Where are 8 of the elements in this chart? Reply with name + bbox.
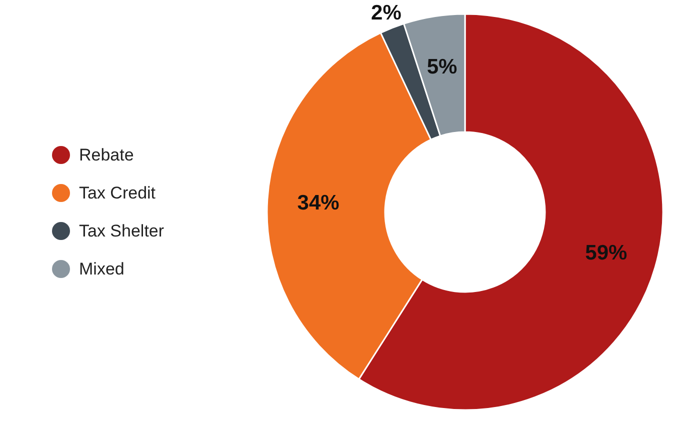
legend-label: Rebate (79, 146, 134, 164)
legend-label: Tax Shelter (79, 222, 164, 240)
data-label: 5% (426, 55, 458, 78)
data-label: 34% (297, 191, 340, 214)
legend-label: Tax Credit (79, 184, 156, 202)
legend-label: Mixed (79, 260, 124, 278)
data-label: 2% (371, 2, 402, 25)
data-label: 59% (585, 242, 628, 265)
